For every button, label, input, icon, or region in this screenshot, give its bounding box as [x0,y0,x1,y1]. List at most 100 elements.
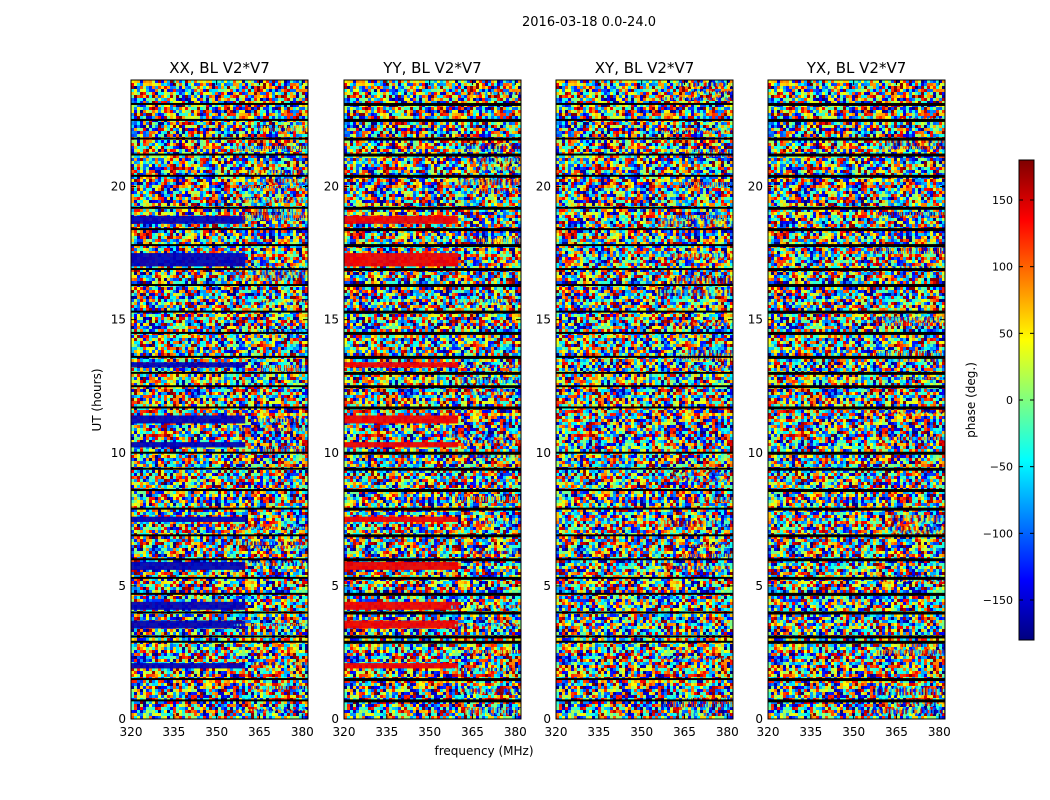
flagged-row [131,118,308,121]
y-tick-label: 0 [543,712,551,726]
flagged-row [556,153,733,156]
steady-phase-band [131,415,246,424]
y-tick-label: 5 [543,579,551,593]
panel-frame [343,79,522,720]
steady-phase-band [131,663,246,669]
flagged-row [344,489,521,493]
steady-phase-band [344,253,459,267]
flagged-row [768,385,945,389]
flagged-row [768,592,945,596]
flagged-row [556,244,733,247]
flagged-row [131,310,308,313]
flagged-row [556,592,733,595]
flagged-row [344,635,521,639]
flagged-row [131,534,308,537]
x-tick-label: 335 [799,725,822,739]
colorbar-tick-label: 0 [1006,394,1013,407]
colorbar-tick-label: 50 [999,327,1013,340]
steady-phase-band [344,215,459,224]
x-tick-label: 365 [673,725,696,739]
flagged-row [344,592,521,596]
flagged-row [344,310,521,314]
flagged-row [131,558,308,561]
panel-title: YY, BL V2*V7 [382,59,481,77]
steady-phase-band [344,442,459,448]
flagged-row [768,558,945,562]
flagged-row [344,228,521,232]
flagged-row [131,699,308,702]
panel-title: XY, BL V2*V7 [595,59,695,77]
flagged-row [556,268,733,271]
flagged-row [131,406,308,409]
y-tick-label: 15 [324,313,339,327]
flagged-row [768,640,945,644]
flagged-row [131,206,308,209]
panel-title: XX, BL V2*V7 [169,59,270,77]
y-tick-label: 10 [748,446,763,460]
flagged-row [344,137,521,141]
flagged-row [344,371,521,375]
flagged-row [556,118,733,121]
flagged-row [768,284,945,288]
colorbar-label: phase (deg.) [964,362,978,438]
flagged-row [556,310,733,313]
flagged-row [344,206,521,210]
flagged-row [556,102,733,105]
flagged-row [131,331,308,334]
x-tick-label: 380 [291,725,314,739]
flagged-row [344,284,521,288]
flagged-row [768,137,945,141]
y-tick-label: 15 [111,313,126,327]
flagged-row [768,635,945,639]
x-tick-label: 365 [885,725,908,739]
flagged-row [131,489,308,492]
x-tick-label: 365 [461,725,484,739]
flagged-row [768,244,945,248]
flagged-row [556,611,733,614]
flagged-row [556,137,733,140]
y-tick-label: 5 [118,579,126,593]
flagged-row [344,385,521,389]
flagged-row [556,489,733,492]
flagged-row [131,268,308,271]
panel-4: YX, BL V2*V7 320 335 350 365 380 0 5 10 15 20 [748,59,951,739]
flagged-row [344,699,521,703]
y-tick-label: 0 [331,712,339,726]
flagged-row [131,137,308,140]
colorbar: −150 −100 −50 0 50 100 150 phase (deg.) [964,159,1035,641]
panel-frame [555,79,734,720]
flagged-row [344,153,521,157]
figure-title: 2016-03-18 0.0-24.0 [522,15,656,30]
steady-phase-band [131,516,246,522]
flagged-row [344,451,521,455]
flagged-row [344,467,521,471]
flagged-row [556,507,733,510]
x-tick-label: 380 [928,725,951,739]
flagged-row [344,576,521,580]
x-tick-label: 350 [418,725,441,739]
flagged-row [344,174,521,178]
x-tick-label: 320 [757,725,780,739]
flagged-row [768,467,945,471]
steady-phase-band [344,601,459,610]
flagged-row [556,174,733,177]
panel-frame [767,79,946,720]
steady-phase-band [131,561,246,570]
y-tick-label: 10 [111,446,126,460]
y-tick-label: 20 [324,180,339,194]
flagged-row [768,534,945,538]
flagged-row [344,118,521,122]
flagged-row [131,635,308,638]
y-tick-label: 10 [536,446,551,460]
flagged-row [344,406,521,410]
flagged-row [131,678,308,681]
steady-phase-band [131,253,246,267]
flagged-row [131,385,308,388]
flagged-row [131,228,308,231]
panel-2: YY, BL V2*V7 320 335 350 365 380 0 5 10 15 20 [324,59,527,739]
colorbar-tick-label: −50 [990,461,1013,474]
flagged-row [768,118,945,122]
steady-phase-band [131,442,246,448]
x-tick-label: 350 [630,725,653,739]
y-tick-label: 20 [536,180,551,194]
